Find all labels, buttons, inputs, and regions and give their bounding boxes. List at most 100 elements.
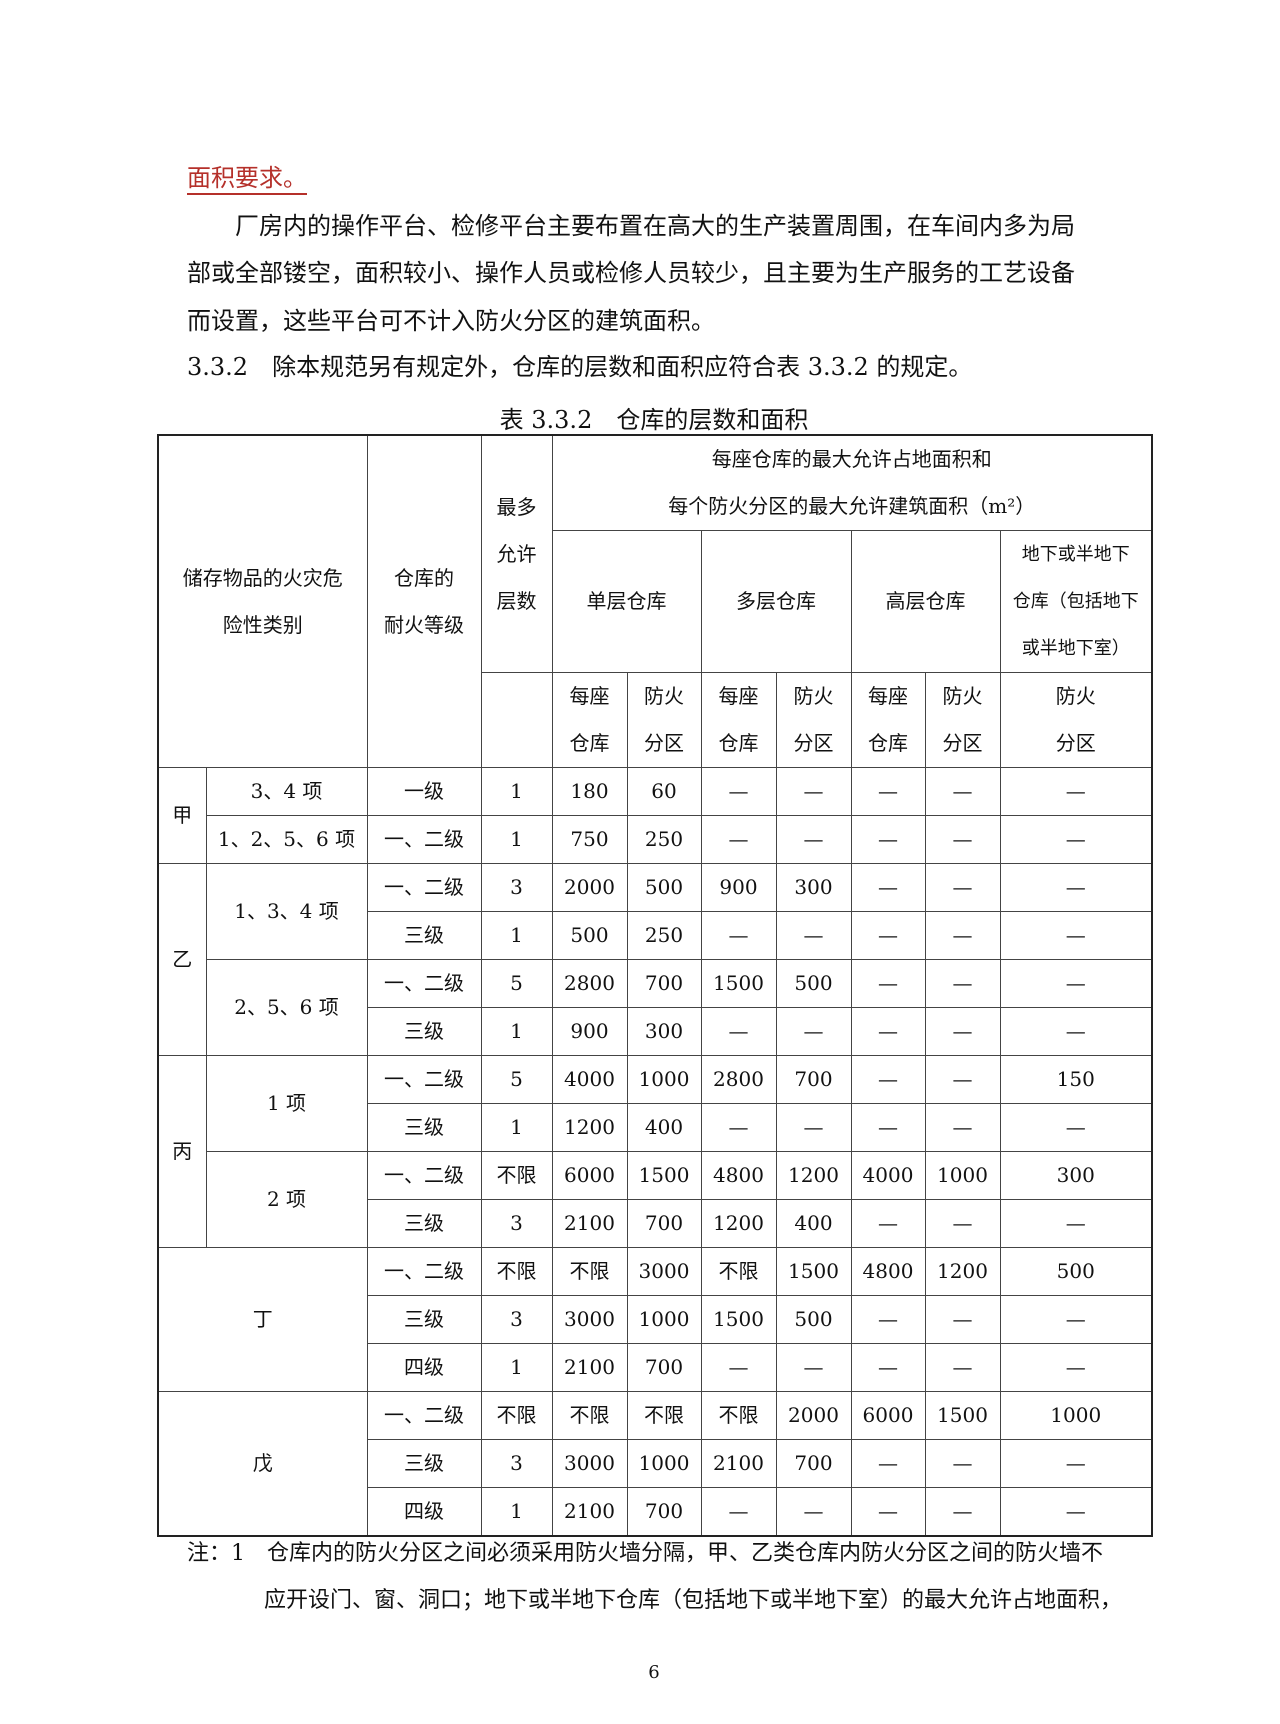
area-value-cell: —: [775, 1103, 852, 1152]
header-line: 分区: [1055, 731, 1096, 755]
header-line: 防火: [942, 684, 983, 708]
area-value-cell: 500: [551, 911, 628, 960]
hazard-category-cell: 丁: [157, 1247, 368, 1392]
header-line: 地下或半地下: [1021, 544, 1130, 565]
area-value-cell: 2800: [700, 1055, 777, 1104]
area-value-cell: 4800: [700, 1151, 777, 1200]
header-category: 储存物品的火灾危 险性类别: [157, 434, 368, 768]
header-per-building: 每座 仓库: [551, 672, 628, 768]
area-value-cell: 700: [626, 1487, 702, 1537]
max-floors-cell: 3: [480, 863, 553, 912]
area-value-cell: 500: [999, 1247, 1153, 1296]
note-line: 注：1 仓库内的防火分区之间必须采用防火墙分隔，甲、乙类仓库内防火分区之间的防火…: [187, 1541, 1104, 1566]
area-value-cell: —: [850, 911, 926, 960]
page-number: 6: [648, 1662, 660, 1683]
area-value-cell: 1000: [999, 1391, 1153, 1440]
header-floors-cont: [480, 672, 553, 768]
header-line: 每座: [868, 684, 908, 708]
area-value-cell: —: [775, 1487, 852, 1537]
area-value-cell: —: [700, 1487, 777, 1537]
area-value-cell: 500: [626, 863, 702, 912]
table-row: 甲 3、4 项一级 1 180 60— — — — —: [157, 767, 1153, 864]
area-value-cell: 不限: [700, 1391, 777, 1440]
area-value-cell: —: [924, 1007, 1001, 1056]
hazard-item-cell: 1、3、4 项: [205, 863, 368, 960]
fire-resistance-grade-cell: 一、二级: [366, 1055, 482, 1104]
header-per-zone: 防火 分区: [924, 672, 1001, 768]
area-value-cell: —: [850, 1487, 926, 1537]
header-per-zone: 防火 分区: [775, 672, 852, 768]
header-multi: 多层仓库: [700, 530, 852, 673]
hazard-category-cell: 甲: [157, 767, 207, 864]
area-value-cell: —: [775, 1007, 852, 1056]
hazard-category-cell: 戊: [157, 1391, 368, 1537]
header-per-zone: 防火 分区: [999, 672, 1153, 768]
area-value-cell: 4000: [850, 1151, 926, 1200]
area-value-cell: —: [700, 1103, 777, 1152]
area-value-cell: —: [999, 911, 1153, 960]
header-line: 储存物品的火灾危: [182, 565, 343, 590]
area-value-cell: 1200: [924, 1247, 1001, 1296]
area-value-cell: 1500: [924, 1391, 1001, 1440]
area-value-cell: —: [850, 767, 926, 816]
table-row: 三级 3 3000 1000 2100 700— — —: [158, 1439, 1153, 1488]
fire-resistance-grade-cell: 三级: [366, 1007, 482, 1056]
table-row: 丁一、二级 不限 不限 3000 不限 1500 4800 1200 500: [157, 1247, 1153, 1392]
area-value-cell: —: [999, 815, 1153, 864]
fire-resistance-grade-cell: 三级: [366, 911, 482, 960]
paragraph-line: 而设置，这些平台可不计入防火分区的建筑面积。: [187, 307, 715, 335]
area-value-cell: 500: [775, 959, 852, 1008]
hazard-item-cell: 3、4 项: [205, 767, 368, 816]
area-value-cell: —: [700, 1007, 777, 1056]
area-value-cell: 3000: [551, 1439, 628, 1488]
area-value-cell: —: [775, 767, 852, 816]
table-row: 乙 1、3、4 项一、二级 3 2000 500 900 300— — —: [157, 863, 1153, 1056]
area-value-cell: 1200: [551, 1103, 628, 1152]
area-value-cell: 700: [626, 1199, 702, 1248]
area-value-cell: 900: [700, 863, 777, 912]
header-line: 层数: [496, 588, 537, 613]
header-area-title: 每座仓库的最大允许占地面积和 每个防火分区的最大允许建筑面积（m²）: [551, 434, 1153, 531]
area-value-cell: —: [924, 1103, 1001, 1152]
area-value-cell: —: [850, 1295, 926, 1344]
area-value-cell: —: [850, 1439, 926, 1488]
hazard-item-cell: 2、5、6 项: [205, 959, 368, 1056]
area-value-cell: —: [775, 1343, 852, 1392]
area-value-cell: —: [999, 863, 1153, 912]
max-floors-cell: 3: [480, 1295, 553, 1344]
header-line: 每个防火分区的最大允许建筑面积（m²）: [668, 494, 1036, 518]
area-value-cell: —: [850, 1103, 926, 1152]
table-row: 三级 3 2100 700 1200 400— — —: [158, 1199, 1153, 1248]
area-value-cell: 1500: [700, 959, 777, 1008]
area-value-cell: —: [999, 1343, 1153, 1392]
area-value-cell: —: [850, 1199, 926, 1248]
area-value-cell: —: [999, 959, 1153, 1008]
area-value-cell: 1500: [700, 1295, 777, 1344]
area-value-cell: 1200: [700, 1199, 777, 1248]
area-value-cell: —: [999, 1199, 1153, 1248]
area-value-cell: 2100: [700, 1439, 777, 1488]
fire-resistance-grade-cell: 一、二级: [366, 959, 482, 1008]
area-value-cell: —: [850, 815, 926, 864]
fire-resistance-grade-cell: 一、二级: [366, 1391, 482, 1440]
area-value-cell: 1500: [775, 1247, 852, 1296]
fire-resistance-grade-cell: 三级: [366, 1295, 482, 1344]
fire-resistance-grade-cell: 一、二级: [366, 1151, 482, 1200]
header-line: 防火: [793, 684, 834, 708]
area-value-cell: 750: [551, 815, 628, 864]
header-line: 险性类别: [222, 612, 303, 637]
area-value-cell: —: [775, 911, 852, 960]
fire-resistance-grade-cell: 一、二级: [366, 863, 482, 912]
area-value-cell: —: [924, 1343, 1001, 1392]
area-value-cell: —: [700, 815, 777, 864]
header-line: 仓库: [569, 731, 610, 755]
area-value-cell: 300: [999, 1151, 1153, 1200]
max-floors-cell: 1: [480, 1343, 553, 1392]
area-value-cell: 700: [775, 1055, 852, 1104]
max-floors-cell: 不限: [480, 1391, 553, 1440]
area-value-cell: 6000: [551, 1151, 628, 1200]
area-value-cell: 2100: [551, 1487, 628, 1537]
area-value-cell: 6000: [850, 1391, 926, 1440]
area-value-cell: —: [924, 1055, 1001, 1104]
header-underground: 地下或半地下 仓库（包括地下 或半地下室）: [999, 530, 1153, 673]
